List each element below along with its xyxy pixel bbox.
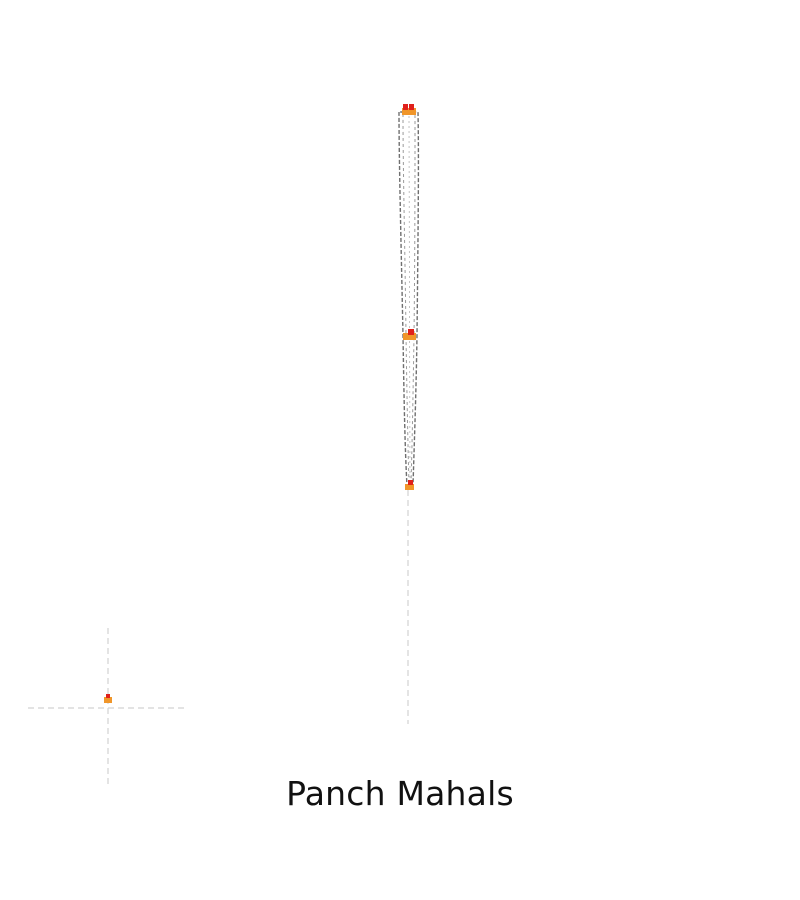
district-boundary-outer — [398, 111, 420, 487]
region-title: Panch Mahals — [286, 774, 514, 813]
marker-middle-shadow — [403, 333, 416, 340]
district-outline — [398, 111, 420, 487]
district-boundary-inner — [402, 113, 416, 485]
marker-top-pin-left — [403, 104, 408, 110]
marker-bottom-shadow — [405, 484, 414, 490]
marker-top-shadow — [402, 108, 416, 115]
marker-bottom[interactable] — [405, 480, 414, 490]
marker-inset-pin — [106, 694, 110, 698]
district-boundary-center — [408, 115, 411, 485]
marker-top[interactable] — [402, 104, 416, 115]
inset-crosshair — [28, 628, 188, 788]
marker-bottom-pin — [408, 480, 413, 485]
marker-inset-shadow — [104, 697, 112, 703]
marker-middle-pin — [408, 329, 414, 335]
marker-top-pin-right — [409, 104, 414, 110]
marker-middle[interactable] — [403, 329, 416, 340]
marker-inset[interactable] — [104, 694, 112, 703]
